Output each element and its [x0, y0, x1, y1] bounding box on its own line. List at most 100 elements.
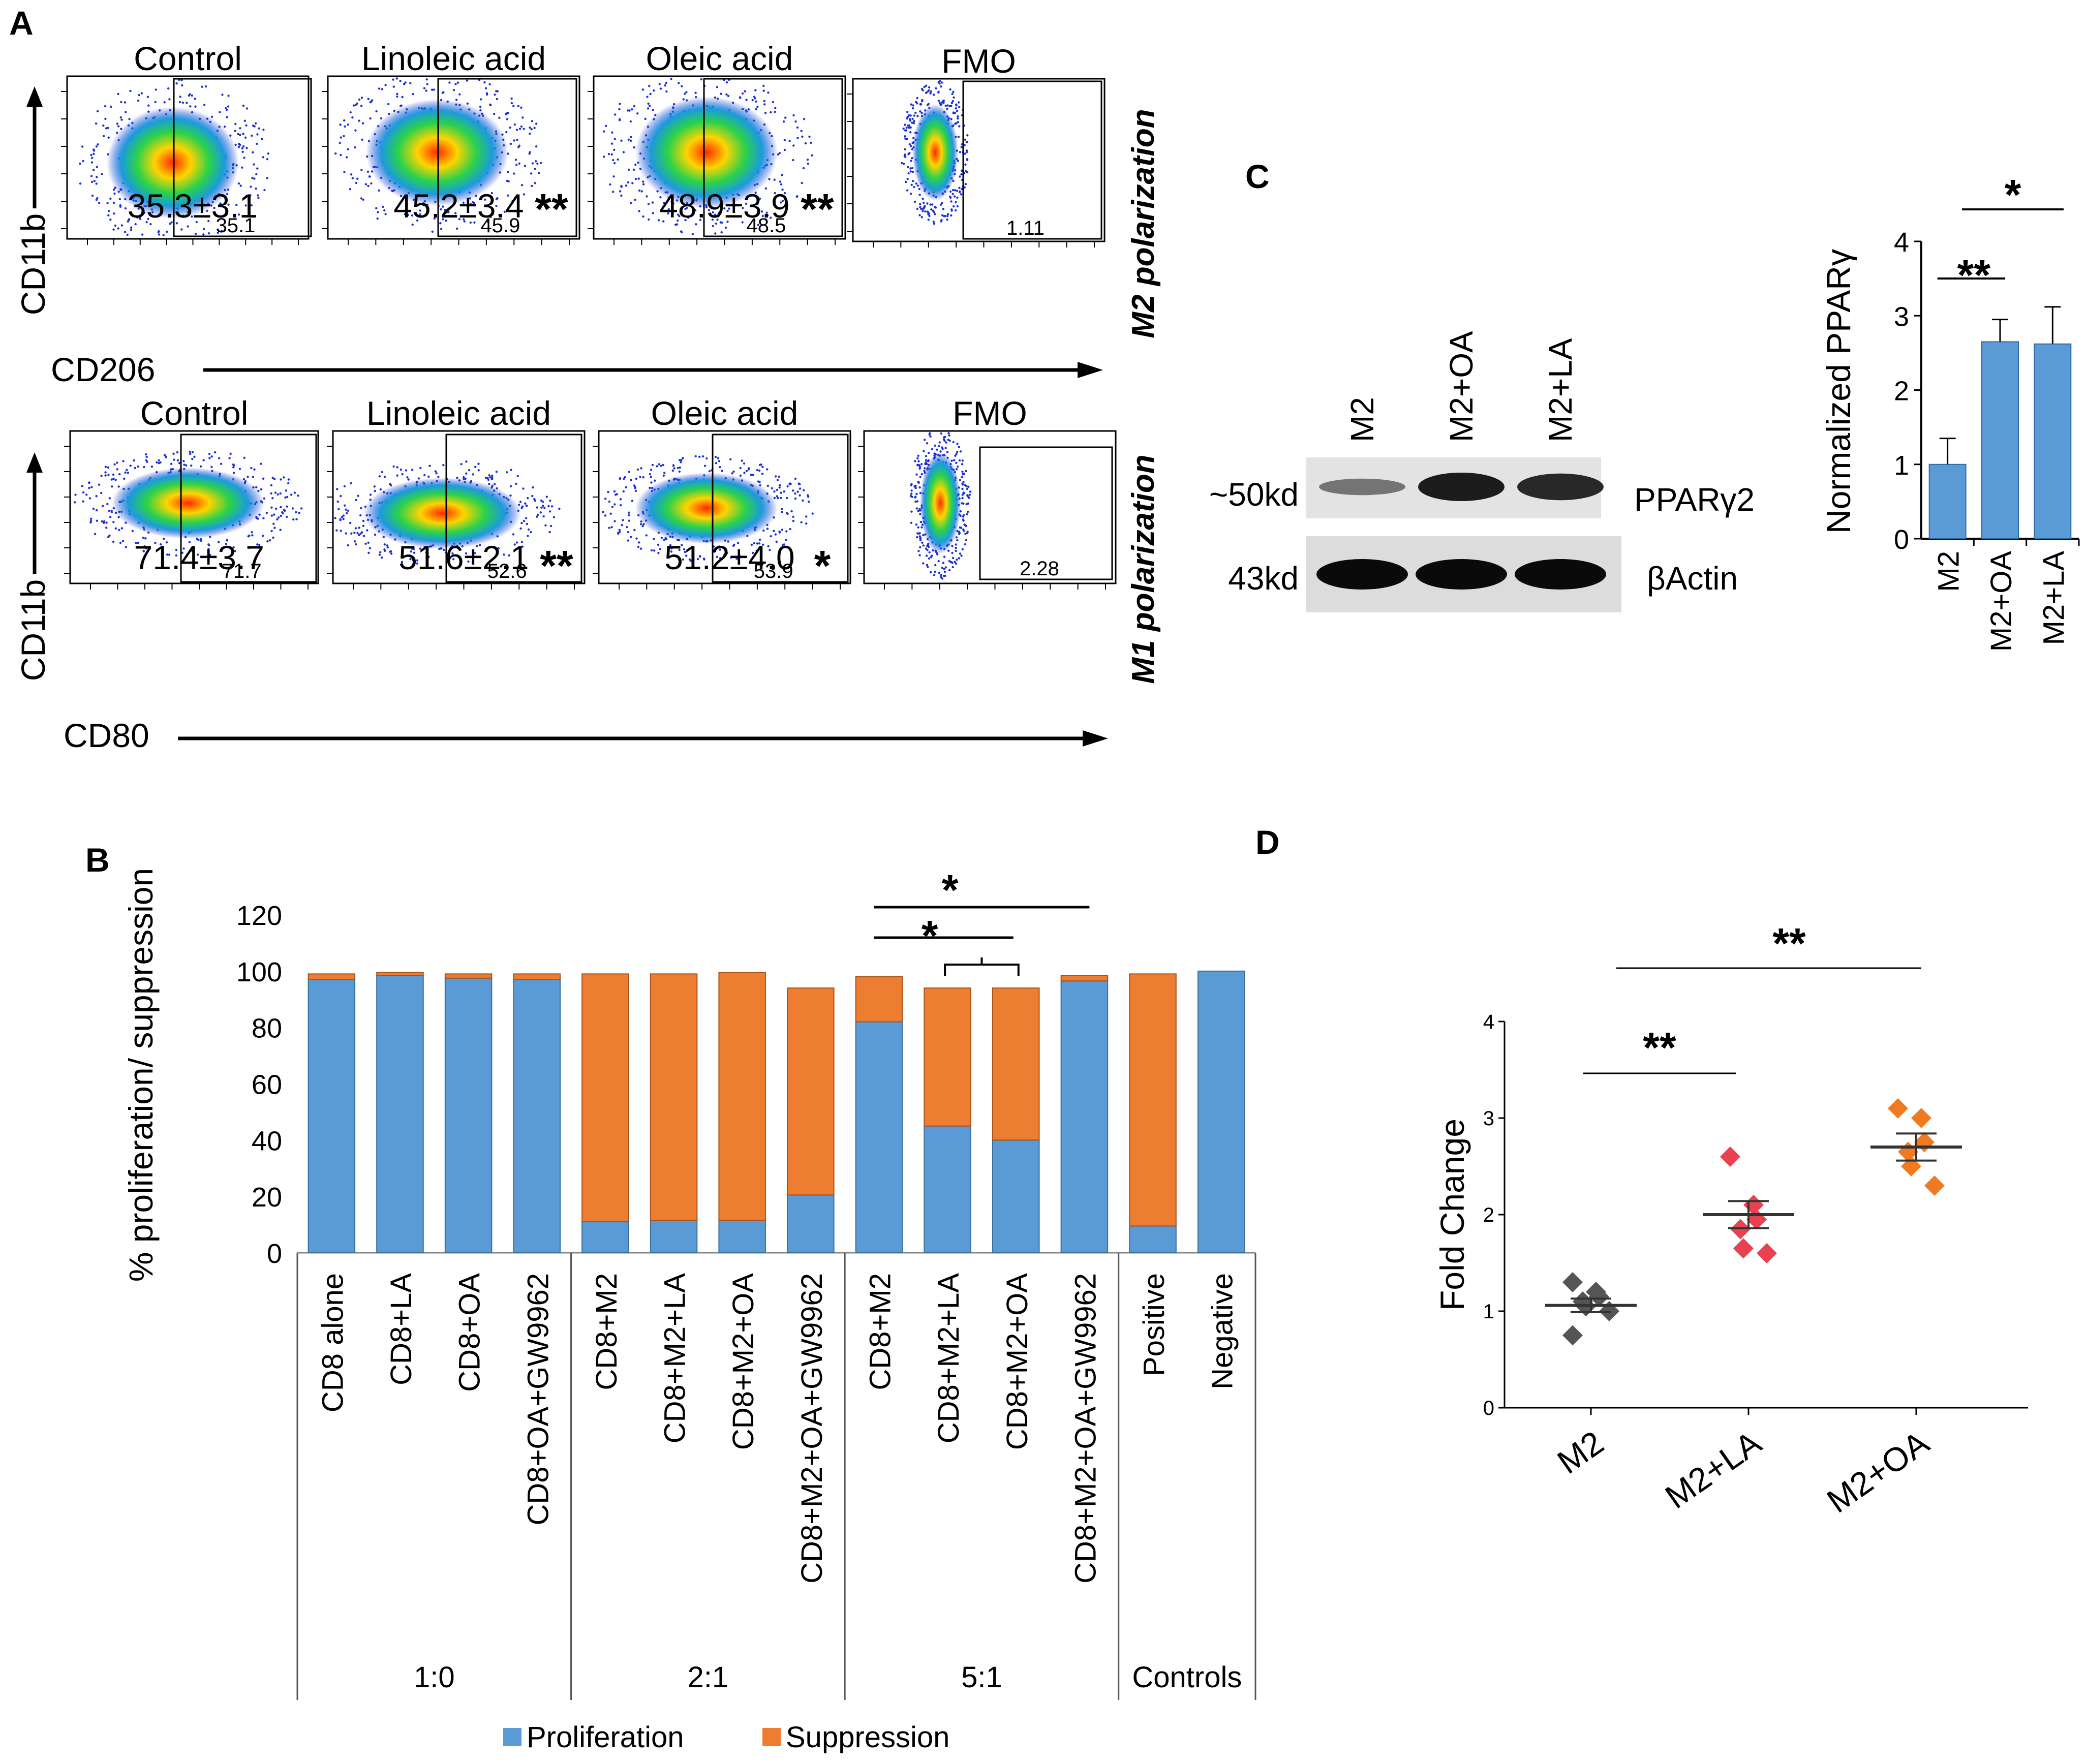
m1-x-arrowhead [1083, 730, 1108, 747]
flow-plot-frame [327, 75, 580, 240]
b-bar-proliferation [1197, 970, 1245, 1254]
c-sig-marker: ** [1957, 251, 1991, 299]
flow-plot-title: FMO [953, 394, 1027, 432]
gate-percentage: 52.6 [487, 560, 527, 582]
gate-percentage: 45.9 [480, 214, 520, 237]
gate-percentage: 48.5 [746, 214, 786, 237]
blot-lane-label: M2+LA [1542, 338, 1579, 442]
b-bar-suppression [1129, 973, 1177, 1227]
b-bar-suppression [444, 973, 493, 979]
gate-percentage: 1.11 [1006, 217, 1045, 239]
d-sig-marker: ** [1643, 1024, 1676, 1071]
b-x-tick-label: CD8+M2+OA [1001, 1273, 1034, 1450]
b-x-tick-label: CD8+M2+LA [932, 1273, 965, 1444]
flow-density [112, 468, 264, 539]
c-x-tick-label: M2+OA [1985, 551, 2018, 652]
b-x-tick-label: Negative [1206, 1273, 1239, 1389]
c-y-tick-label: 4 [1894, 227, 1909, 258]
d-y-tick-label: 2 [1483, 1204, 1494, 1226]
b-bar-proliferation [1129, 1225, 1177, 1254]
m1-row: Control 71.771.4±3.7 Linoleic acid 52.651.6… [14, 394, 1161, 754]
c-sig-marker: * [2005, 171, 2021, 219]
m1-flow-plot: Linoleic acid 52.651.6±2.1 ** [327, 394, 586, 590]
b-bar-suppression [718, 972, 766, 1221]
ppar-band [1418, 473, 1505, 501]
flow-plot-title: Control [140, 394, 249, 432]
m2-row: Control 35.135.3±3.1 Linoleic acid 45.945.2… [14, 40, 1161, 388]
b-x-tick-label: CD8+M2 [590, 1273, 623, 1390]
flow-plot-frame [852, 78, 1106, 242]
mean-sd-value: 51.6±2.1 [398, 539, 529, 576]
flow-gate [712, 434, 849, 583]
panel-c: C M2 M2+OA M2+LA ~50kd 43kd PPARγ2 βActin 0 1 2 3… [1209, 158, 2080, 652]
b-sig-marker: * [942, 866, 959, 914]
c-y-tick-label: 2 [1894, 376, 1909, 407]
legend-swatch-suppression [762, 1728, 781, 1746]
flow-gate [437, 78, 577, 237]
flow-plot-frame [593, 75, 846, 240]
legend-label-suppression: Suppression [786, 1721, 949, 1754]
m1-flow-plot: Oleic acid 53.951.2±4.0 * [593, 394, 851, 590]
flow-density [912, 104, 958, 201]
flow-axis-ticks [588, 91, 836, 245]
flow-plot-frame [863, 430, 1117, 584]
d-point [1562, 1325, 1583, 1346]
b-sig-marker: * [922, 912, 938, 960]
panel-c-label: C [1245, 158, 1270, 195]
b-x-tick-label: CD8+M2+OA+GW9962 [1069, 1273, 1102, 1584]
b-sig-bracket [944, 957, 1020, 976]
m2-flow-plot: FMO 1.11 [847, 42, 1106, 247]
m1-polarization-label: M1 polarization [1126, 454, 1161, 684]
m1-flow-plot: Control 71.771.4±3.7 [64, 394, 319, 590]
western-blot: M2 M2+OA M2+LA ~50kd 43kd PPARγ2 βActin [1209, 331, 1755, 612]
b-bar-suppression [308, 973, 356, 980]
flow-gate [180, 434, 317, 583]
d-point [1562, 1272, 1583, 1292]
flow-gate [703, 78, 843, 237]
b-bar-suppression [787, 987, 835, 1196]
m2-flow-plot: Linoleic acid 45.945.2±3.4 ** [322, 40, 580, 245]
significance-marker: ** [540, 542, 573, 590]
ppar-band [1319, 478, 1405, 496]
panel-b-label: B [85, 841, 110, 879]
flow-plot-frame [66, 75, 310, 240]
flow-density [920, 452, 961, 554]
flow-axis-ticks [64, 446, 309, 590]
legend-label-proliferation: Proliferation [527, 1721, 684, 1754]
b-bar-proliferation [513, 979, 561, 1254]
c-y-axis-label: Normalized PPARγ [1820, 249, 1857, 534]
mean-sd-value: 71.4±3.7 [134, 539, 264, 576]
b-bar-suppression [376, 972, 424, 976]
b-y-tick-label: 120 [236, 901, 282, 931]
d-point [1733, 1238, 1754, 1259]
b-bar-proliferation [581, 1221, 629, 1254]
d-point [1589, 1286, 1609, 1307]
significance-marker: ** [535, 185, 568, 233]
panel-d-label: D [1255, 823, 1280, 861]
b-bar-suppression [992, 987, 1040, 1141]
flow-axis-ticks [327, 446, 575, 590]
mean-sd-value: 35.3±3.1 [128, 187, 258, 225]
flow-plot-title: Oleic acid [651, 394, 799, 432]
gate-percentage: 53.9 [754, 560, 793, 582]
flow-gate [445, 434, 582, 583]
m1-flow-plot: FMO 2.28 [858, 394, 1117, 590]
b-bar-suppression [1060, 975, 1109, 982]
b-x-tick-label: Positive [1138, 1273, 1171, 1376]
flow-density [363, 478, 521, 549]
b-bar-proliferation [992, 1139, 1040, 1253]
m2-polarization-label: M2 polarization [1126, 109, 1161, 338]
gate-percentage: 35.1 [216, 214, 256, 237]
significance-marker: * [814, 542, 831, 590]
panel-a-label: A [9, 4, 34, 42]
blot-lane-label: M2 [1344, 397, 1380, 442]
b-x-tick-label: CD8+M2+LA [659, 1273, 692, 1444]
b-bar-proliferation [444, 977, 493, 1253]
b-x-tick-label: CD8+M2 [864, 1273, 897, 1390]
flow-plot-title: Oleic acid [646, 40, 793, 77]
d-y-tick-label: 3 [1483, 1107, 1494, 1130]
c-bar [2034, 343, 2072, 539]
flow-axis-ticks [61, 91, 299, 245]
